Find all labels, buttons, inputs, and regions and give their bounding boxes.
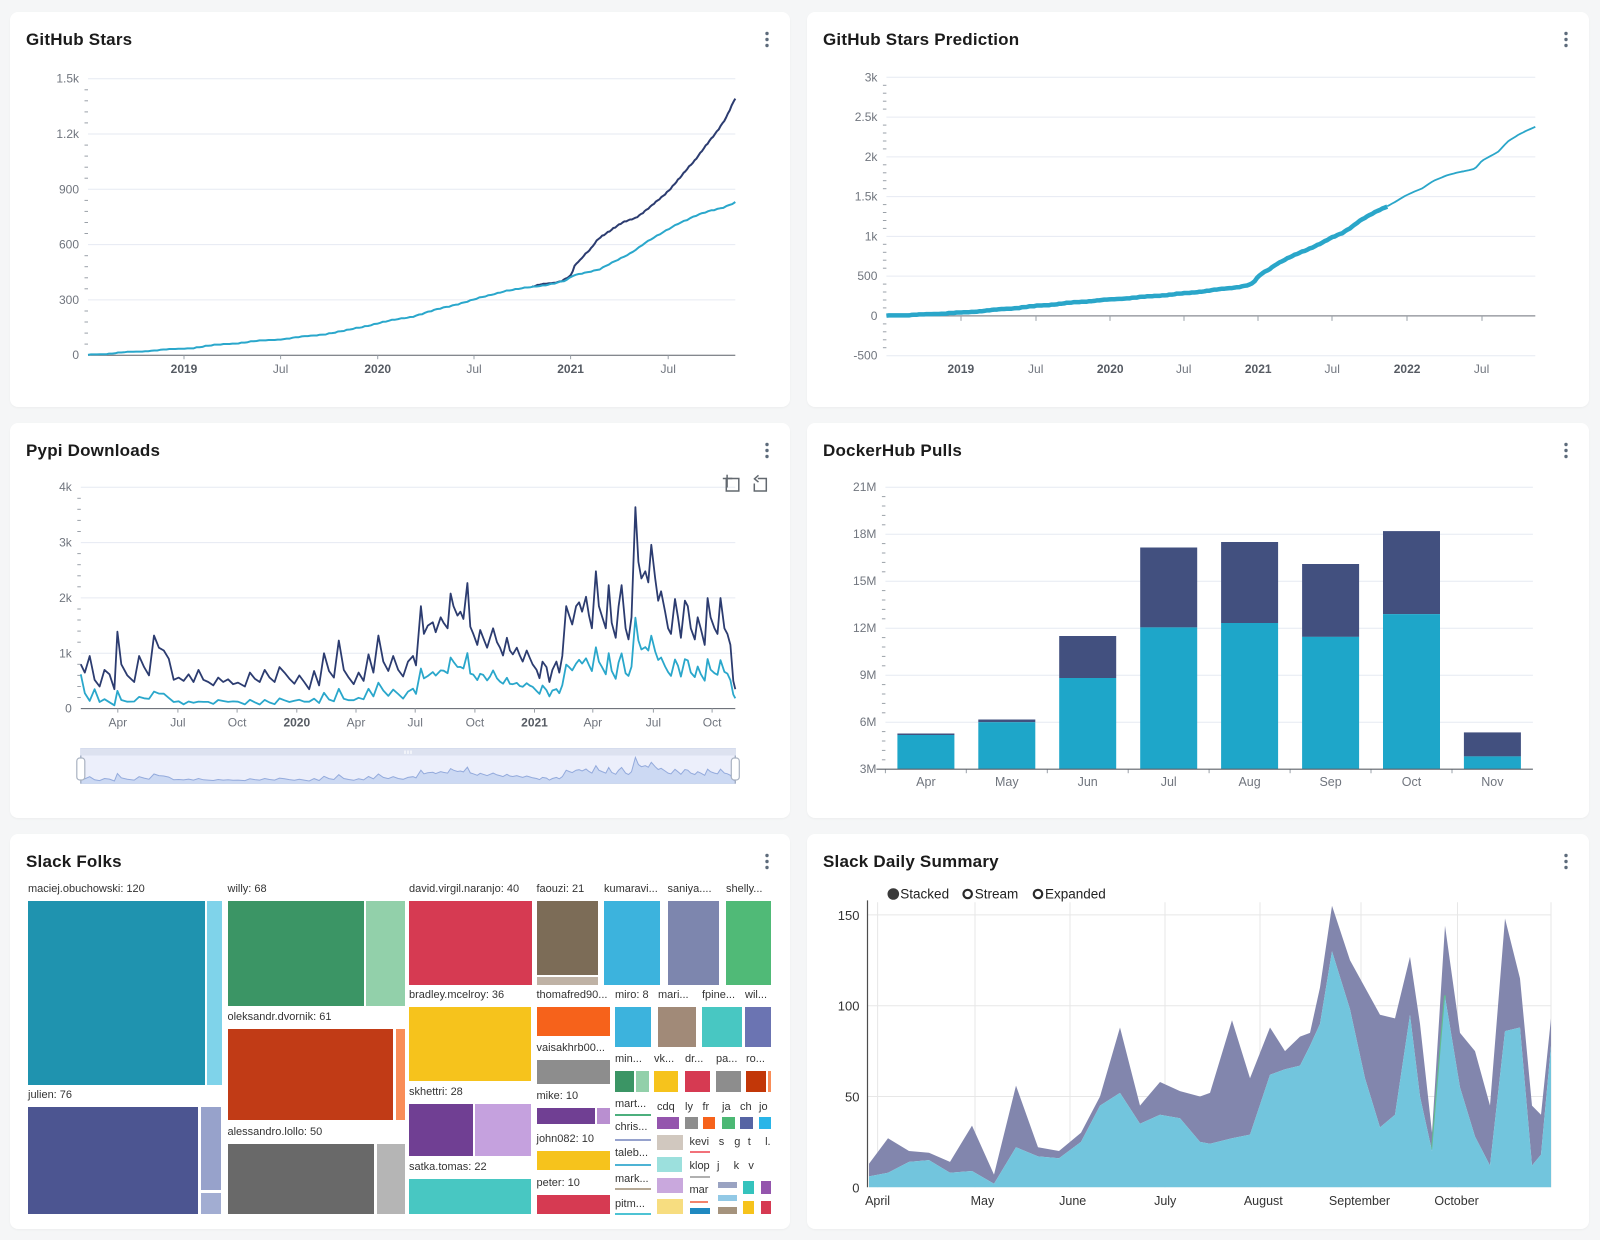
svg-text:Jul: Jul [466,362,481,376]
svg-text:May: May [971,1194,995,1208]
svg-text:Oct: Oct [1402,775,1422,789]
svg-text:June: June [1059,1194,1086,1208]
svg-text:Jul: Jul [1325,362,1340,376]
svg-text:2022: 2022 [1394,362,1421,376]
svg-text:600: 600 [59,238,79,252]
svg-text:Apr: Apr [347,716,366,730]
svg-text:2021: 2021 [521,716,548,730]
svg-text:2021: 2021 [1245,362,1272,376]
svg-text:Apr: Apr [108,716,127,730]
svg-text:Oct: Oct [466,716,485,730]
svg-text:Stacked: Stacked [900,887,949,902]
svg-text:15M: 15M [853,574,876,588]
svg-text:3k: 3k [59,536,73,550]
svg-text:500: 500 [857,269,877,283]
svg-text:1.5k: 1.5k [56,72,80,86]
svg-text:50: 50 [845,1090,859,1105]
svg-text:100: 100 [838,999,860,1014]
svg-text:2021: 2021 [557,362,584,376]
svg-text:2020: 2020 [283,716,310,730]
svg-text:0: 0 [72,348,79,362]
svg-text:May: May [995,775,1019,789]
svg-text:Stream: Stream [975,887,1019,902]
svg-text:Jun: Jun [1078,775,1098,789]
svg-text:18M: 18M [853,527,876,541]
svg-text:2019: 2019 [171,362,198,376]
svg-text:Jul: Jul [646,716,661,730]
svg-text:9M: 9M [860,668,877,682]
svg-text:Jul: Jul [1028,362,1043,376]
svg-text:October: October [1434,1194,1478,1208]
svg-text:Expanded: Expanded [1045,887,1106,902]
svg-text:Jul: Jul [273,362,288,376]
svg-text:0: 0 [871,309,878,323]
svg-text:2k: 2k [59,591,73,605]
svg-text:1k: 1k [865,229,879,243]
svg-text:Jul: Jul [170,716,185,730]
svg-text:Jul: Jul [1161,775,1177,789]
svg-text:1k: 1k [59,646,73,660]
svg-text:Sep: Sep [1319,775,1341,789]
svg-text:Oct: Oct [228,716,247,730]
svg-text:September: September [1329,1194,1390,1208]
svg-text:0: 0 [852,1180,859,1195]
svg-text:3M: 3M [860,762,877,776]
svg-text:Aug: Aug [1238,775,1260,789]
svg-text:4k: 4k [59,480,73,494]
svg-text:300: 300 [59,293,79,307]
svg-text:2.5k: 2.5k [855,110,879,124]
svg-text:150: 150 [838,908,860,923]
svg-text:2019: 2019 [947,362,974,376]
svg-text:April: April [865,1194,890,1208]
svg-text:21M: 21M [853,480,876,494]
svg-text:2020: 2020 [1097,362,1124,376]
svg-text:1.2k: 1.2k [56,127,80,141]
svg-text:2020: 2020 [364,362,391,376]
svg-text:12M: 12M [853,621,876,635]
svg-text:Jul: Jul [661,362,676,376]
svg-text:July: July [1154,1194,1177,1208]
svg-text:6M: 6M [860,715,877,729]
svg-text:3k: 3k [865,70,879,84]
svg-text:Jul: Jul [408,716,423,730]
svg-text:0: 0 [65,702,72,716]
svg-text:Oct: Oct [703,716,722,730]
svg-text:Jul: Jul [1176,362,1191,376]
svg-text:-500: -500 [853,349,877,363]
svg-text:August: August [1244,1194,1283,1208]
svg-text:1.5k: 1.5k [855,190,879,204]
svg-text:Apr: Apr [583,716,602,730]
svg-text:Nov: Nov [1481,775,1504,789]
svg-text:Apr: Apr [916,775,935,789]
svg-text:900: 900 [59,182,79,196]
svg-text:2k: 2k [865,150,879,164]
svg-text:Jul: Jul [1474,362,1489,376]
